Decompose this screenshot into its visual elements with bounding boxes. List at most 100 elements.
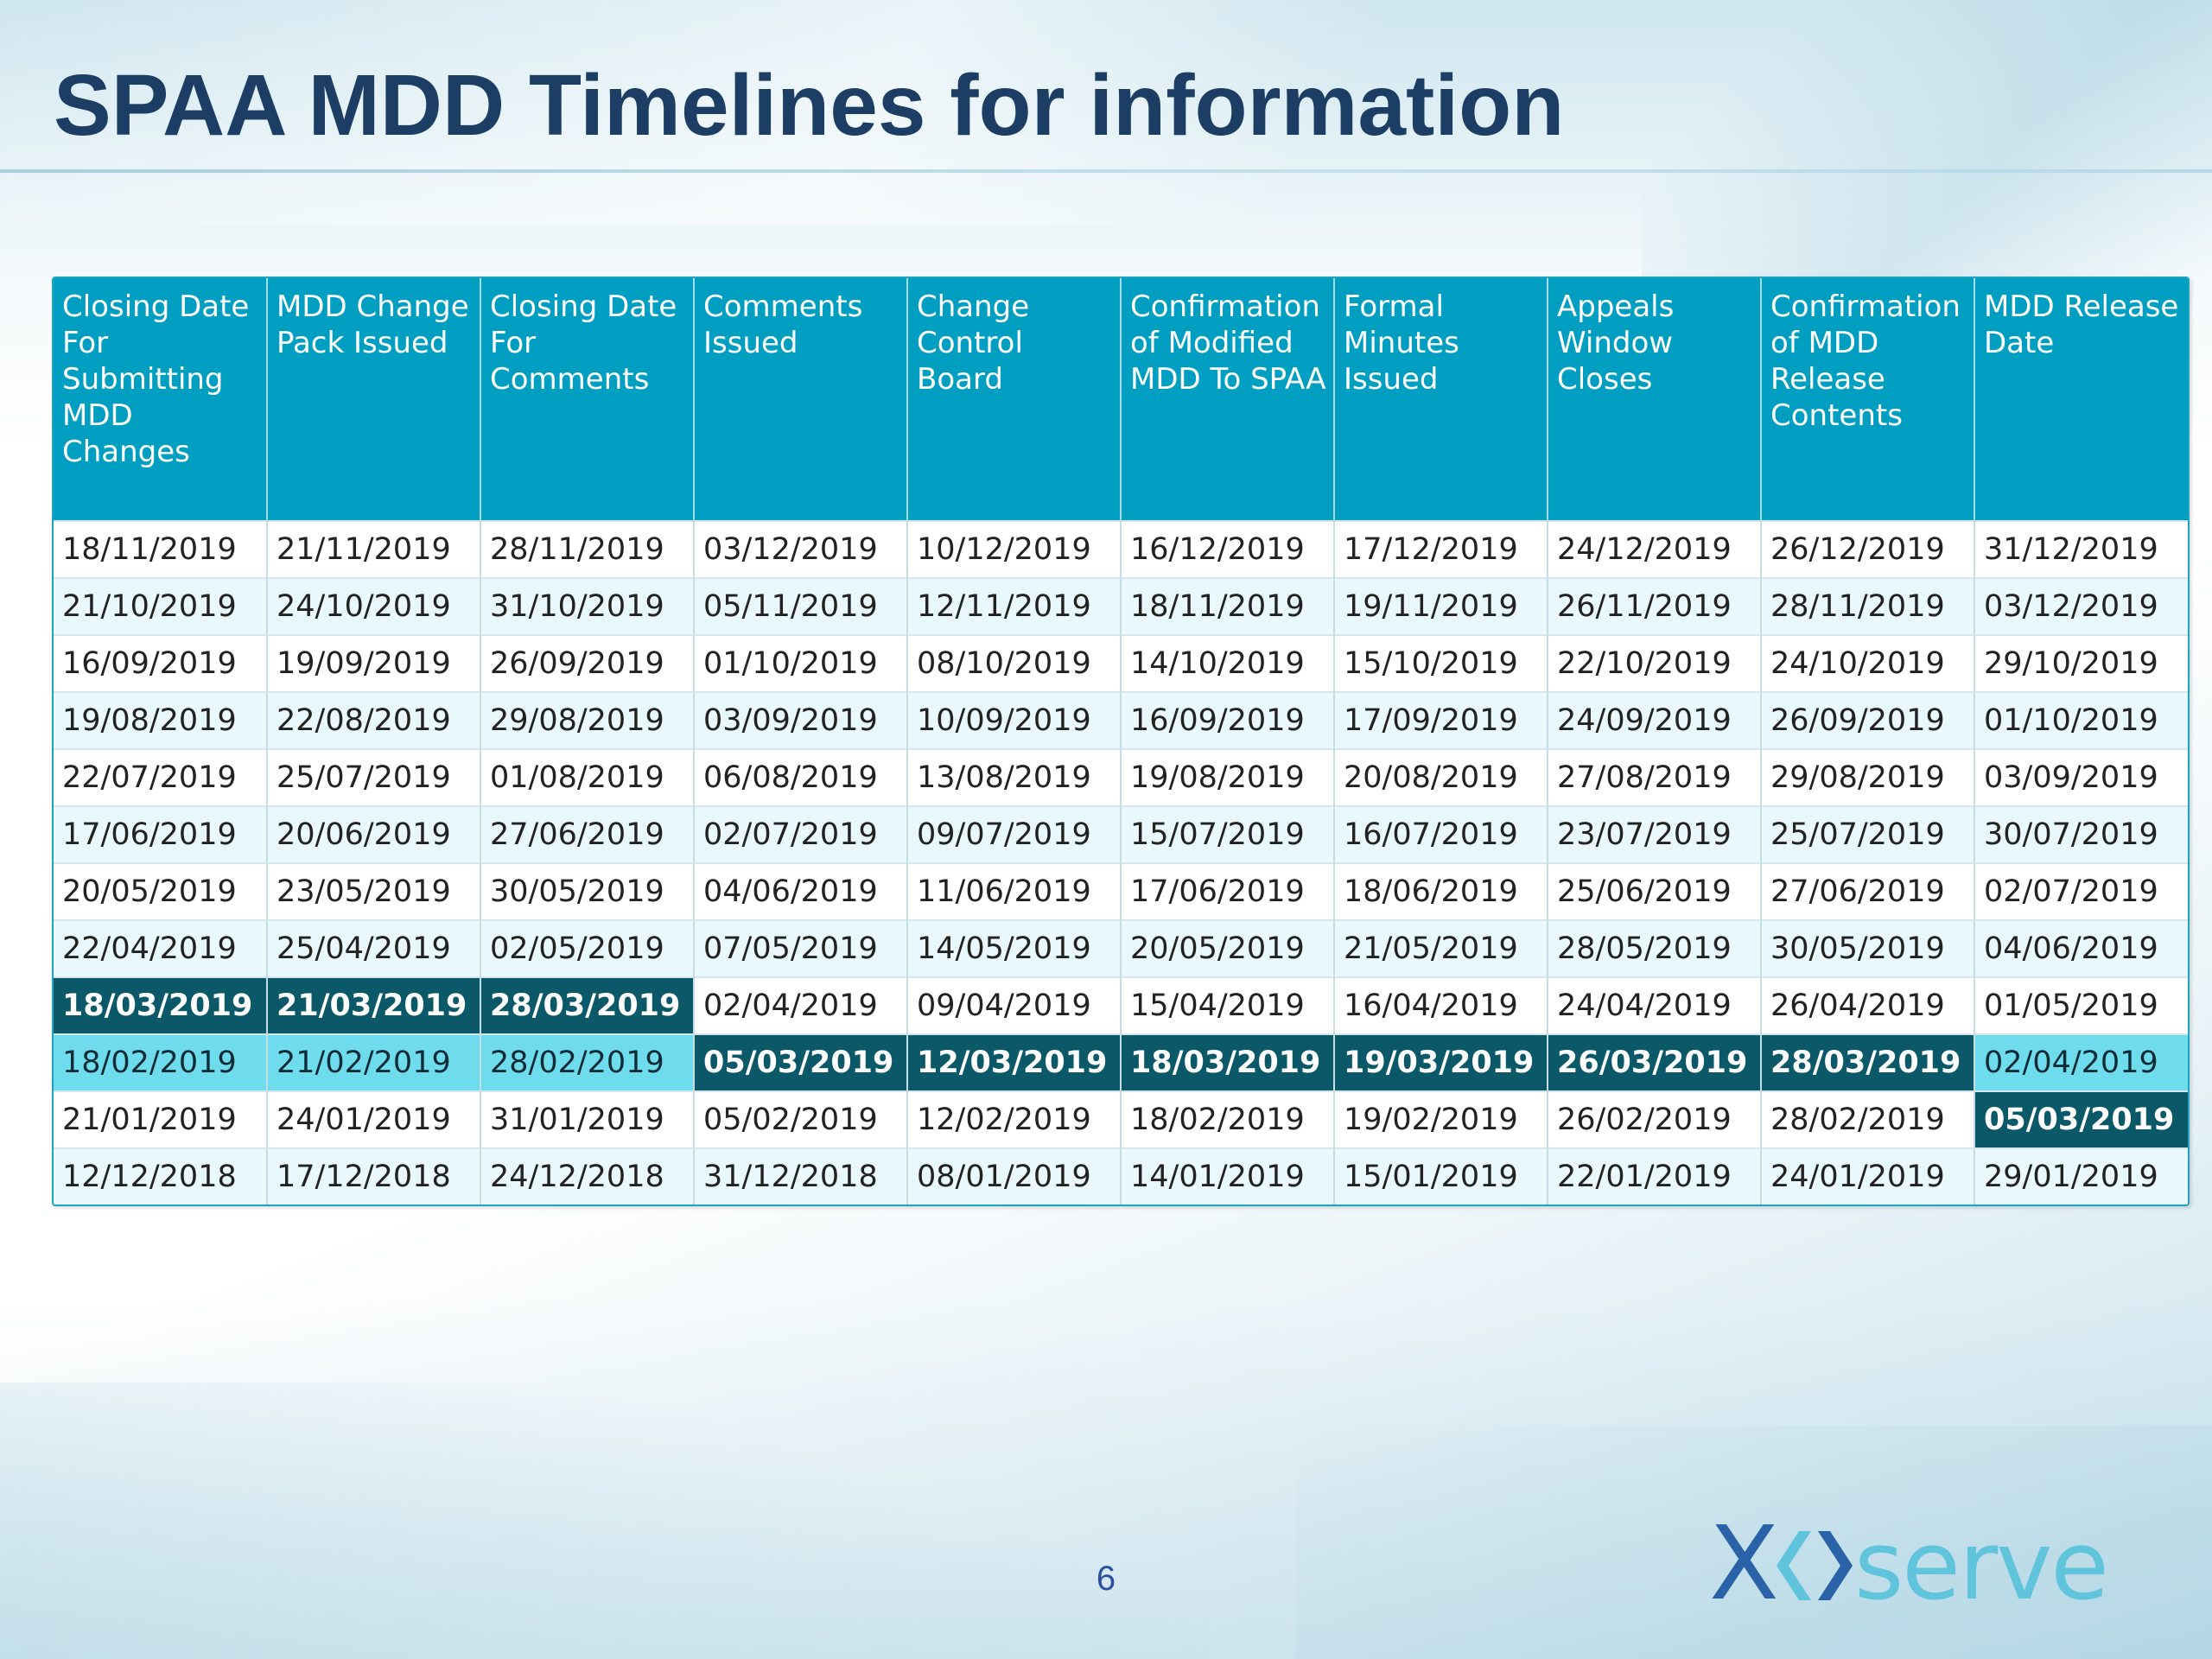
table-cell: 25/04/2019: [267, 919, 481, 977]
table-cell: 26/11/2019: [1548, 577, 1762, 635]
table-cell: 24/04/2019: [1548, 976, 1762, 1034]
table-cell: 14/01/2019: [1121, 1147, 1335, 1205]
table-row: 21/01/2019 24/01/2019 31/01/2019 05/02/2019…: [54, 1090, 2188, 1148]
column-header: Closing Date For Submitting MDD Changes: [54, 278, 268, 521]
table-cell: 14/05/2019: [907, 919, 1122, 977]
table-cell: 15/07/2019: [1121, 805, 1335, 863]
table-cell: 27/06/2019: [1761, 862, 1975, 920]
table-cell: 19/08/2019: [1121, 748, 1335, 806]
table-cell: 21/02/2019: [267, 1033, 481, 1091]
table-cell: 13/08/2019: [907, 748, 1122, 806]
table-cell: 01/08/2019: [480, 748, 695, 806]
title-divider: [0, 169, 2212, 173]
xoserve-logo-x: X: [1709, 1512, 1777, 1623]
background-facet: [1642, 0, 2212, 285]
table-cell: 23/07/2019: [1548, 805, 1762, 863]
table-cell: 19/09/2019: [267, 634, 481, 692]
table-cell: 28/03/2019: [480, 976, 695, 1034]
table-cell: 28/11/2019: [1761, 577, 1975, 635]
table-cell: 11/06/2019: [907, 862, 1122, 920]
table-cell: 02/04/2019: [694, 976, 908, 1034]
table-cell: 29/10/2019: [1974, 634, 2188, 692]
logo-chevron-left: [1777, 1531, 1811, 1600]
table-cell: 28/03/2019: [1761, 1033, 1975, 1091]
table-cell: 17/06/2019: [54, 805, 268, 863]
table-cell: 01/05/2019: [1974, 976, 2188, 1034]
table-cell: 15/04/2019: [1121, 976, 1335, 1034]
table-cell: 24/12/2018: [480, 1147, 695, 1205]
table-cell: 21/11/2019: [267, 520, 481, 578]
table-cell: 17/12/2019: [1334, 520, 1548, 578]
table-cell: 05/03/2019: [694, 1033, 908, 1091]
table-cell: 04/06/2019: [694, 862, 908, 920]
table-cell: 20/06/2019: [267, 805, 481, 863]
table-cell: 18/02/2019: [1121, 1090, 1335, 1148]
background-facet: [1296, 1426, 2212, 1659]
table-cell: 07/05/2019: [694, 919, 908, 977]
column-header: Confirmation of Modified MDD To SPAA: [1121, 278, 1335, 521]
table-row: 18/11/2019 21/11/2019 28/11/2019 03/12/2019…: [54, 520, 2188, 578]
page-number: 6: [1096, 1560, 1116, 1598]
table-cell: 22/04/2019: [54, 919, 268, 977]
table-cell: 25/06/2019: [1548, 862, 1762, 920]
table-body: 18/11/2019 21/11/2019 28/11/2019 03/12/2019…: [54, 520, 2188, 1205]
table-cell: 19/02/2019: [1334, 1090, 1548, 1148]
table-cell: 16/07/2019: [1334, 805, 1548, 863]
table-cell: 22/08/2019: [267, 691, 481, 749]
table-cell: 08/10/2019: [907, 634, 1122, 692]
logo-chevron-right: [1818, 1531, 1853, 1600]
table-cell: 28/11/2019: [480, 520, 695, 578]
table-cell: 12/12/2018: [54, 1147, 268, 1205]
column-header: Comments Issued: [694, 278, 908, 521]
table-cell: 29/08/2019: [480, 691, 695, 749]
table-cell: 02/07/2019: [1974, 862, 2188, 920]
table-cell: 04/06/2019: [1974, 919, 2188, 977]
timeline-table-container: Closing Date For Submitting MDD Changes M…: [52, 276, 2190, 1206]
table-cell: 05/11/2019: [694, 577, 908, 635]
column-header: Change Control Board: [907, 278, 1122, 521]
column-header: MDD Release Date: [1974, 278, 2188, 521]
table-cell: 24/01/2019: [1761, 1147, 1975, 1205]
table-cell: 26/09/2019: [480, 634, 695, 692]
background-facet: [0, 0, 2212, 225]
table-cell: 01/10/2019: [694, 634, 908, 692]
table-cell: 18/02/2019: [54, 1033, 268, 1091]
table-cell: 19/11/2019: [1334, 577, 1548, 635]
table-cell: 17/06/2019: [1121, 862, 1335, 920]
table-cell: 29/01/2019: [1974, 1147, 2188, 1205]
table-row: 18/02/2019 21/02/2019 28/02/2019 05/03/2019…: [54, 1033, 2188, 1091]
table-cell: 03/09/2019: [694, 691, 908, 749]
table-row: 19/08/2019 22/08/2019 29/08/2019 03/09/2019…: [54, 691, 2188, 749]
table-cell: 22/10/2019: [1548, 634, 1762, 692]
table-cell: 19/03/2019: [1334, 1033, 1548, 1091]
table-cell: 15/10/2019: [1334, 634, 1548, 692]
table-cell: 20/05/2019: [54, 862, 268, 920]
table-cell: 23/05/2019: [267, 862, 481, 920]
table-cell: 16/09/2019: [1121, 691, 1335, 749]
table-cell: 21/10/2019: [54, 577, 268, 635]
table-row: 12/12/2018 17/12/2018 24/12/2018 31/12/2018…: [54, 1147, 2188, 1205]
table-cell: 02/05/2019: [480, 919, 695, 977]
table-row: 22/07/2019 25/07/2019 01/08/2019 06/08/2019…: [54, 748, 2188, 806]
table-cell: 12/03/2019: [907, 1033, 1122, 1091]
table-cell: 16/09/2019: [54, 634, 268, 692]
table-cell: 03/12/2019: [1974, 577, 2188, 635]
table-cell: 31/01/2019: [480, 1090, 695, 1148]
table-row: 21/10/2019 24/10/2019 31/10/2019 05/11/2019…: [54, 577, 2188, 635]
column-header: Closing Date For Comments: [480, 278, 695, 521]
table-cell: 03/09/2019: [1974, 748, 2188, 806]
table-cell: 05/03/2019: [1974, 1090, 2188, 1148]
table-cell: 12/11/2019: [907, 577, 1122, 635]
table-cell: 24/10/2019: [267, 577, 481, 635]
table-cell: 16/04/2019: [1334, 976, 1548, 1034]
table-cell: 27/08/2019: [1548, 748, 1762, 806]
table-cell: 26/09/2019: [1761, 691, 1975, 749]
table-row: 22/04/2019 25/04/2019 02/05/2019 07/05/2019…: [54, 919, 2188, 977]
table-cell: 18/11/2019: [54, 520, 268, 578]
table-cell: 18/11/2019: [1121, 577, 1335, 635]
table-cell: 18/06/2019: [1334, 862, 1548, 920]
background-facet: [0, 1382, 1210, 1659]
table-cell: 19/08/2019: [54, 691, 268, 749]
table-cell: 24/09/2019: [1548, 691, 1762, 749]
xoserve-logo: X serve: [1709, 1512, 2109, 1623]
